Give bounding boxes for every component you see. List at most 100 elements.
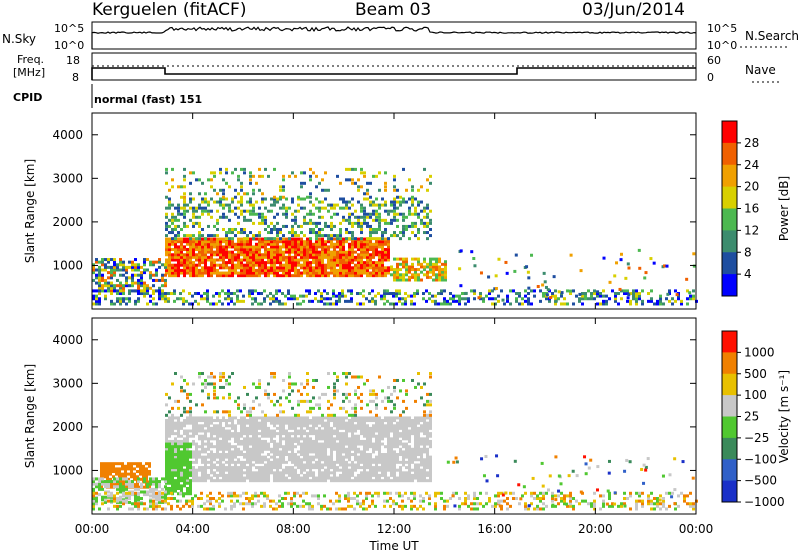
echo-cell bbox=[429, 234, 432, 238]
echo-cell bbox=[168, 188, 171, 192]
echo-cell bbox=[444, 265, 447, 269]
echo-cell bbox=[216, 242, 219, 246]
echo-cell bbox=[276, 248, 279, 252]
echo-cell bbox=[632, 294, 635, 298]
echo-cell bbox=[213, 445, 216, 449]
echo-cell bbox=[246, 468, 249, 472]
echo-cell bbox=[201, 240, 204, 244]
echo-cell bbox=[246, 274, 249, 278]
echo-cell bbox=[185, 299, 188, 303]
echo-cell bbox=[393, 275, 396, 279]
echo-cell bbox=[284, 294, 287, 298]
echo-cell bbox=[494, 297, 497, 301]
echo-cell bbox=[239, 289, 242, 293]
echo-cell bbox=[204, 266, 207, 270]
echo-cell bbox=[264, 389, 267, 393]
echo-cell bbox=[342, 463, 345, 467]
echo-cell bbox=[252, 416, 255, 420]
echo-cell bbox=[252, 203, 255, 207]
echo-cell bbox=[282, 195, 285, 199]
echo-cell bbox=[363, 458, 366, 462]
echo-cell bbox=[393, 403, 396, 407]
echo-cell bbox=[360, 421, 363, 425]
echo-cell bbox=[378, 171, 381, 175]
echo-cell bbox=[339, 248, 342, 252]
echo-cell bbox=[228, 442, 231, 446]
echo-cell bbox=[228, 460, 231, 464]
echo-cell bbox=[369, 429, 372, 433]
echo-cell bbox=[417, 231, 420, 235]
echo-cell bbox=[423, 473, 426, 477]
echo-cell bbox=[294, 463, 297, 467]
echo-cell bbox=[198, 206, 201, 210]
echo-cell bbox=[405, 262, 408, 266]
echo-cell bbox=[396, 434, 399, 438]
echo-cell bbox=[363, 240, 366, 244]
echo-cell bbox=[192, 261, 195, 265]
echo-cell bbox=[360, 479, 363, 483]
echo-cell bbox=[423, 460, 426, 464]
echo-cell bbox=[372, 424, 375, 428]
echo-cell bbox=[315, 416, 318, 420]
echo-cell bbox=[219, 445, 222, 449]
echo-cell bbox=[137, 289, 140, 293]
echo-cell bbox=[261, 429, 264, 433]
echo-cell bbox=[270, 253, 273, 257]
echo-cell bbox=[297, 476, 300, 480]
echo-cell bbox=[121, 472, 124, 476]
echo-cell bbox=[104, 297, 107, 301]
echo-cell bbox=[180, 463, 183, 467]
echo-cell bbox=[231, 372, 234, 376]
echo-cell bbox=[596, 292, 599, 296]
echo-cell bbox=[384, 453, 387, 457]
echo-cell bbox=[324, 271, 327, 275]
echo-cell bbox=[279, 426, 282, 430]
echo-cell bbox=[303, 197, 306, 201]
echo-cell bbox=[303, 424, 306, 428]
echo-cell bbox=[345, 178, 348, 182]
echo-cell bbox=[324, 392, 327, 396]
echo-cell bbox=[285, 479, 288, 483]
echo-cell bbox=[288, 439, 291, 443]
echo-cell bbox=[261, 473, 264, 477]
echo-cell bbox=[381, 432, 384, 436]
y-tick-label: 2000 bbox=[52, 215, 83, 229]
echo-cell bbox=[282, 445, 285, 449]
echo-cell bbox=[362, 289, 365, 293]
echo-cell bbox=[134, 302, 137, 306]
echo-cell bbox=[423, 403, 426, 407]
echo-cell bbox=[189, 445, 192, 449]
echo-cell bbox=[255, 261, 258, 265]
echo-cell bbox=[315, 240, 318, 244]
echo-cell bbox=[354, 476, 357, 480]
echo-cell bbox=[300, 445, 303, 449]
echo-cell bbox=[240, 468, 243, 472]
echo-cell bbox=[234, 439, 237, 443]
echo-cell bbox=[309, 212, 312, 216]
echo-cell bbox=[312, 268, 315, 272]
echo-cell bbox=[299, 302, 302, 306]
echo-cell bbox=[306, 255, 309, 259]
echo-cell bbox=[467, 297, 470, 301]
echo-cell bbox=[312, 255, 315, 259]
echo-cell bbox=[222, 253, 225, 257]
echo-cell bbox=[363, 445, 366, 449]
echo-cell bbox=[357, 419, 360, 423]
echo-cell bbox=[336, 389, 339, 393]
echo-cell bbox=[275, 289, 278, 293]
echo-cell bbox=[234, 468, 237, 472]
echo-cell bbox=[321, 266, 324, 270]
echo-cell bbox=[602, 299, 605, 303]
echo-cell bbox=[279, 466, 282, 470]
echo-cell bbox=[360, 416, 363, 420]
echo-cell bbox=[294, 215, 297, 219]
echo-cell bbox=[384, 171, 387, 175]
echo-cell bbox=[168, 248, 171, 252]
echo-cell bbox=[186, 253, 189, 257]
echo-cell bbox=[183, 484, 186, 488]
echo-cell bbox=[619, 252, 623, 256]
echo-cell bbox=[276, 221, 279, 225]
echo-cell bbox=[174, 426, 177, 430]
echo-cell bbox=[318, 231, 321, 235]
echo-cell bbox=[363, 466, 366, 470]
